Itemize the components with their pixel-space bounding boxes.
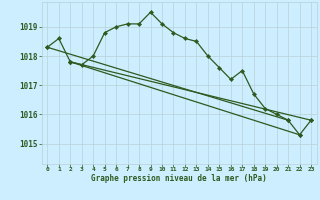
X-axis label: Graphe pression niveau de la mer (hPa): Graphe pression niveau de la mer (hPa)	[91, 174, 267, 183]
